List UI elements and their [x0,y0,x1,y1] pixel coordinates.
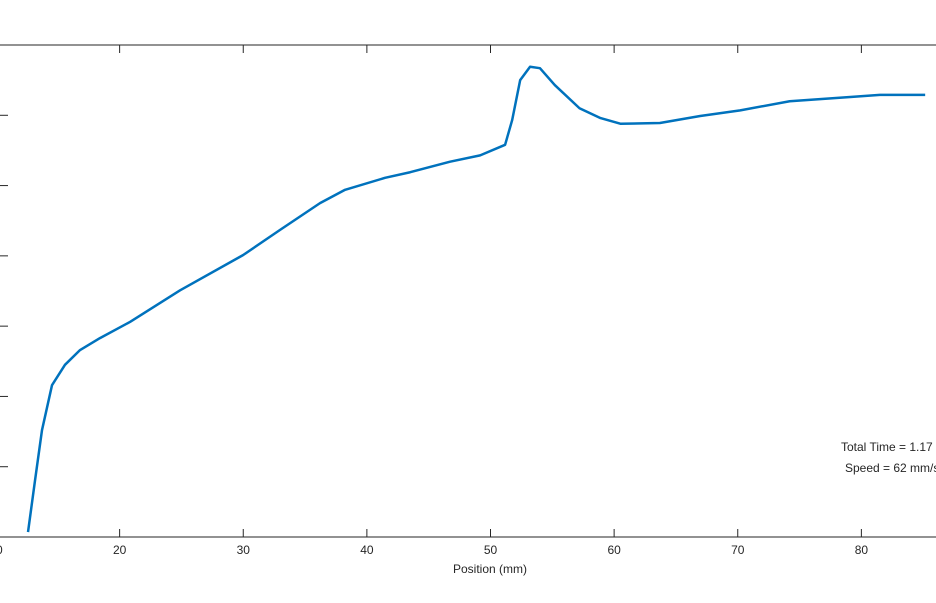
x-tick-label: 20 [113,543,127,557]
x-tick-label: 10 [0,543,3,557]
x-tick-label: 70 [731,543,745,557]
data-line [26,65,926,533]
x-tick-label: 40 [360,543,374,557]
annotation: Speed = 62 mm/s [845,461,936,475]
x-axis-label: Position (mm) [453,562,527,576]
annotation: Total Time = 1.17 [841,440,933,454]
x-tick-label: 60 [607,543,621,557]
x-tick-label: 50 [484,543,498,557]
x-tick-label: 30 [237,543,251,557]
x-tick-label: 80 [855,543,869,557]
